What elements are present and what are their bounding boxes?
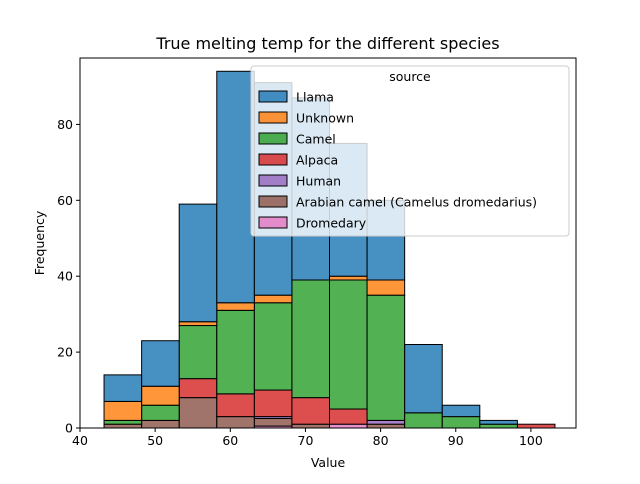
y-tick-label: 80 — [57, 117, 73, 132]
y-axis-label: Frequency — [32, 210, 47, 275]
legend: source Llama Unknown Camel Alpaca Human Arabi… — [250, 65, 570, 237]
bar-camel-bin-2 — [178, 325, 218, 380]
legend-label: Llama — [296, 90, 334, 105]
x-tick-label: 60 — [222, 433, 238, 448]
bar-unknown-bin-3 — [216, 302, 255, 311]
y-tick-label: 0 — [65, 421, 73, 436]
legend-label: Human — [296, 174, 341, 189]
legend-items: Llama Unknown Camel Alpaca Human Arabian came… — [258, 90, 537, 231]
legend-swatch-arabian-camel-camelus-dromedarius — [258, 195, 288, 208]
y-tick-label: 40 — [57, 269, 73, 284]
bar-llama-bin-1 — [141, 340, 180, 387]
bar-arabian-camel-camelus-dromedarius-bin-4 — [253, 418, 293, 427]
bar-human-bin-7 — [366, 419, 406, 425]
bar-unknown-bin-2 — [178, 321, 218, 327]
bar-dromedary-bin-6 — [329, 423, 368, 429]
x-axis-label: Value — [311, 455, 346, 470]
legend-label: Alpaca — [296, 153, 338, 168]
chart-title: True melting temp for the different spec… — [155, 34, 499, 53]
bar-arabian-camel-camelus-dromedarius-bin-0 — [103, 423, 143, 429]
x-tick-label: 40 — [72, 433, 88, 448]
bar-camel-bin-6 — [329, 279, 368, 410]
bar-camel-bin-10 — [479, 423, 518, 429]
bar-alpaca-bin-5 — [291, 397, 331, 425]
x-tick-label: 80 — [373, 433, 389, 448]
legend-box — [250, 65, 570, 237]
bar-alpaca-bin-6 — [329, 408, 368, 425]
bar-camel-bin-8 — [404, 412, 443, 429]
y-axis: 0 20 40 60 80 — [57, 117, 80, 436]
bar-unknown-bin-6 — [329, 275, 368, 281]
bar-camel-bin-4 — [253, 302, 293, 391]
x-axis: 40 50 60 70 80 90 100 — [72, 428, 543, 448]
bar-camel-bin-0 — [103, 419, 143, 425]
bar-camel-bin-7 — [366, 294, 406, 421]
bar-alpaca-bin-3 — [216, 393, 255, 418]
x-tick-label: 90 — [448, 433, 464, 448]
legend-swatch-unknown — [258, 111, 288, 124]
legend-swatch-camel — [258, 132, 288, 145]
bar-llama-bin-10 — [479, 419, 518, 425]
bar-unknown-bin-0 — [103, 400, 143, 421]
x-tick-label: 100 — [519, 433, 543, 448]
bar-arabian-camel-camelus-dromedarius-bin-2 — [178, 397, 218, 429]
bar-camel-bin-5 — [291, 279, 331, 399]
bar-llama-bin-8 — [404, 344, 443, 414]
legend-label: Unknown — [296, 111, 354, 126]
bar-arabian-camel-camelus-dromedarius-bin-1 — [141, 419, 180, 429]
bar-alpaca-bin-2 — [178, 378, 218, 399]
bar-camel-bin-3 — [216, 309, 255, 395]
x-tick-label: 50 — [147, 433, 163, 448]
bar-llama-bin-2 — [178, 203, 218, 323]
y-tick-label: 20 — [57, 345, 73, 360]
bar-camel-bin-1 — [141, 404, 180, 421]
bar-camel-bin-9 — [441, 416, 481, 429]
x-tick-label: 70 — [298, 433, 314, 448]
plot-frame — [79, 57, 577, 429]
bar-alpaca-bin-4 — [253, 389, 293, 418]
legend-swatch-alpaca — [258, 153, 288, 166]
legend-title: source — [389, 69, 431, 84]
legend-label: Camel — [296, 132, 336, 147]
bar-alpaca-bin-11 — [516, 423, 556, 429]
y-tick-label: 60 — [57, 193, 73, 208]
bar-llama-bin-3 — [216, 70, 255, 304]
legend-label: Dromedary — [296, 216, 367, 231]
bar-arabian-camel-camelus-dromedarius-bin-5 — [291, 423, 331, 429]
legend-swatch-dromedary — [258, 216, 288, 229]
bar-unknown-bin-4 — [253, 294, 293, 304]
bar-llama-bin-0 — [103, 374, 143, 402]
bar-llama-bin-9 — [441, 404, 481, 418]
bar-arabian-camel-camelus-dromedarius-bin-3 — [216, 416, 255, 429]
bar-unknown-bin-7 — [366, 279, 406, 296]
legend-swatch-llama — [258, 90, 288, 103]
legend-label: Arabian camel (Camelus dromedarius) — [296, 195, 537, 210]
legend-swatch-human — [258, 174, 288, 187]
bar-arabian-camel-camelus-dromedarius-bin-7 — [366, 423, 406, 429]
bar-unknown-bin-1 — [141, 385, 180, 406]
